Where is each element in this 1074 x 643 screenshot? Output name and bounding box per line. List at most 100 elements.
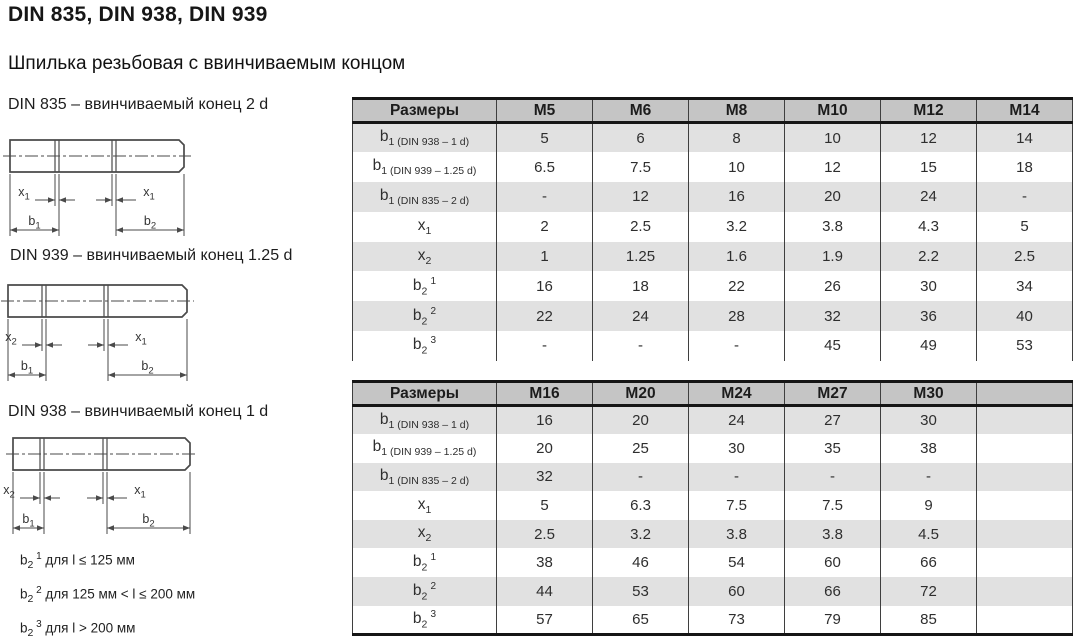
table-sizes-m16-m30: Размеры M16 M20 M24 M27 M30 b1 (DIN 938 – 1 d)… bbox=[352, 380, 1073, 636]
svg-text:b2: b2 bbox=[142, 512, 154, 530]
row-label: b1 (DIN 938 – 1 d) bbox=[379, 410, 470, 431]
size-value-cell: 40 bbox=[976, 301, 1073, 332]
size-value-cell: 12 bbox=[784, 152, 881, 183]
size-value-cell: 66 bbox=[784, 577, 881, 606]
size-value-cell: 49 bbox=[880, 331, 977, 361]
page-subtitle: Шпилька резьбовая с ввинчиваемым концом bbox=[8, 53, 406, 74]
row-label: x2 bbox=[417, 524, 432, 545]
size-value-cell: - bbox=[688, 462, 785, 492]
row-label: b2 1 bbox=[412, 275, 437, 297]
table-row: b1 (DIN 938 – 1 d) 5 6 8 10 12 14 bbox=[352, 122, 1073, 153]
size-value-cell: 35 bbox=[784, 434, 881, 463]
size-value-cell: 65 bbox=[592, 605, 689, 636]
size-value-cell: 7.5 bbox=[592, 152, 689, 183]
table-row: b2 2 44 53 60 66 72 bbox=[352, 577, 1073, 606]
size-value-cell: 28 bbox=[688, 301, 785, 332]
table-row: b2 1 16 18 22 26 30 34 bbox=[353, 271, 1073, 302]
size-value-cell: 2 bbox=[496, 211, 593, 242]
column-header: Размеры bbox=[352, 380, 497, 407]
size-value-cell: - bbox=[976, 182, 1073, 212]
column-header: M5 bbox=[496, 97, 593, 124]
size-value-cell: 10 bbox=[688, 152, 785, 183]
column-header: M30 bbox=[880, 380, 977, 407]
stud-drawing-din938: x2 x1 b1 b2 bbox=[3, 437, 197, 534]
size-value-cell: 7.5 bbox=[688, 491, 785, 520]
column-header: M14 bbox=[976, 97, 1073, 124]
size-value-cell bbox=[976, 462, 1073, 492]
size-value-cell: 12 bbox=[592, 182, 689, 212]
column-header: M8 bbox=[688, 97, 785, 124]
drawing-caption-din939: DIN 939 – ввинчиваемый конец 1.25 d bbox=[10, 247, 293, 264]
size-value-cell: 6.5 bbox=[496, 152, 593, 183]
size-value-cell: 32 bbox=[784, 301, 881, 332]
svg-text:x1: x1 bbox=[135, 330, 147, 348]
size-value-cell: 18 bbox=[976, 152, 1073, 183]
size-value-cell: 1.9 bbox=[784, 241, 881, 272]
dimension-table-large-sizes: Размеры M16 M20 M24 M27 M30 b1 (DIN 938 – 1 d)… bbox=[352, 380, 1073, 636]
size-value-cell: 30 bbox=[880, 405, 977, 435]
column-header: M24 bbox=[688, 380, 785, 407]
svg-text:x1: x1 bbox=[143, 185, 155, 203]
footnote: b2 1 для l ≤ 125 мм bbox=[20, 551, 135, 572]
size-value-cell: 38 bbox=[496, 548, 593, 578]
table-row: b1 (DIN 939 – 1.25 d) 6.5 7.5 10 12 15 18 bbox=[353, 152, 1073, 183]
size-value-cell bbox=[976, 519, 1073, 549]
size-value-cell: 2.5 bbox=[496, 519, 593, 549]
size-value-cell: 3.2 bbox=[592, 519, 689, 549]
svg-text:b1: b1 bbox=[21, 359, 33, 377]
size-value-cell: 53 bbox=[976, 331, 1073, 361]
row-label: b1 (DIN 835 – 2 d) bbox=[379, 466, 470, 488]
size-value-cell: 22 bbox=[496, 301, 593, 332]
column-header: M10 bbox=[784, 97, 881, 124]
column-header: M27 bbox=[784, 380, 881, 407]
size-value-cell: 10 bbox=[784, 122, 881, 153]
size-value-cell: 72 bbox=[880, 577, 977, 606]
size-value-cell: 24 bbox=[880, 182, 977, 212]
size-value-cell: 32 bbox=[496, 462, 593, 492]
row-label: x2 bbox=[417, 246, 432, 267]
size-value-cell: 22 bbox=[688, 271, 785, 302]
table-row: b1 (DIN 938 – 1 d) 16 20 24 27 30 bbox=[352, 405, 1073, 435]
page-title: DIN 835, DIN 938, DIN 939 bbox=[8, 3, 268, 26]
row-label: x1 bbox=[417, 495, 432, 516]
table-row: b2 1 38 46 54 60 66 bbox=[353, 548, 1073, 578]
size-value-cell bbox=[976, 405, 1073, 435]
row-label: b1 (DIN 835 – 2 d) bbox=[379, 186, 470, 208]
table-header-row: Размеры M5 M6 M8 M10 M12 M14 bbox=[352, 97, 1073, 124]
size-value-cell: 4.3 bbox=[880, 211, 977, 242]
size-value-cell: 30 bbox=[688, 434, 785, 463]
table-row: b1 (DIN 939 – 1.25 d) 20 25 30 35 38 bbox=[353, 434, 1073, 463]
size-value-cell: 85 bbox=[880, 605, 977, 636]
size-value-cell: 24 bbox=[688, 405, 785, 435]
size-value-cell: 5 bbox=[976, 211, 1073, 242]
size-value-cell: - bbox=[688, 331, 785, 361]
size-value-cell: 30 bbox=[880, 271, 977, 302]
row-label: b1 (DIN 938 – 1 d) bbox=[379, 128, 470, 149]
size-value-cell: - bbox=[784, 462, 881, 492]
table-row: x1 5 6.3 7.5 7.5 9 bbox=[353, 491, 1073, 520]
size-value-cell: 44 bbox=[496, 577, 593, 606]
size-value-cell: 79 bbox=[784, 605, 881, 636]
table-row: b1 (DIN 835 – 2 d) -12 16 20 24- bbox=[352, 182, 1073, 212]
size-value-cell: 6.3 bbox=[592, 491, 689, 520]
table-row: b2 3 57 65 73 79 85 bbox=[352, 605, 1073, 636]
svg-text:b1: b1 bbox=[22, 512, 34, 530]
size-value-cell: 20 bbox=[592, 405, 689, 435]
size-value-cell: 1.6 bbox=[688, 241, 785, 272]
footnote: b2 2 для 125 мм < l ≤ 200 мм bbox=[20, 585, 196, 606]
row-label: b2 3 bbox=[412, 335, 437, 357]
column-header bbox=[976, 380, 1073, 407]
size-value-cell: - bbox=[592, 462, 689, 492]
size-value-cell: 4.5 bbox=[880, 519, 977, 549]
size-value-cell: 66 bbox=[880, 548, 977, 578]
size-value-cell: 57 bbox=[496, 605, 593, 636]
size-value-cell: 73 bbox=[688, 605, 785, 636]
size-value-cell: 2.5 bbox=[592, 211, 689, 242]
size-value-cell: 60 bbox=[784, 548, 881, 578]
size-value-cell: 2.2 bbox=[880, 241, 977, 272]
column-header: M12 bbox=[880, 97, 977, 124]
size-value-cell: 3.8 bbox=[784, 519, 881, 549]
column-header: M20 bbox=[592, 380, 689, 407]
size-value-cell bbox=[976, 434, 1073, 463]
row-label: b2 1 bbox=[412, 552, 437, 574]
